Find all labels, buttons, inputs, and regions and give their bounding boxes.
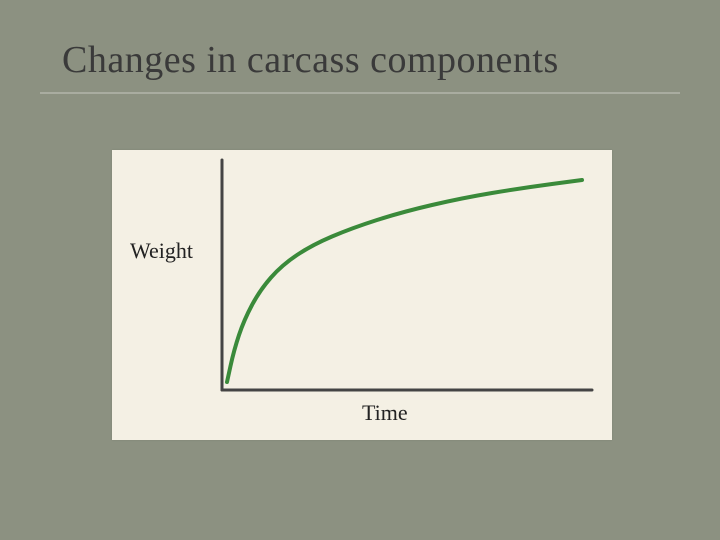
slide: Changes in carcass components Weight Tim… <box>0 0 720 540</box>
title-underline <box>40 92 680 94</box>
chart-svg <box>112 150 612 440</box>
x-axis-label: Time <box>362 400 408 426</box>
chart-panel: Weight Time <box>112 150 612 440</box>
growth-curve <box>227 180 582 382</box>
slide-title: Changes in carcass components <box>62 38 559 82</box>
y-axis-label: Weight <box>130 238 193 264</box>
